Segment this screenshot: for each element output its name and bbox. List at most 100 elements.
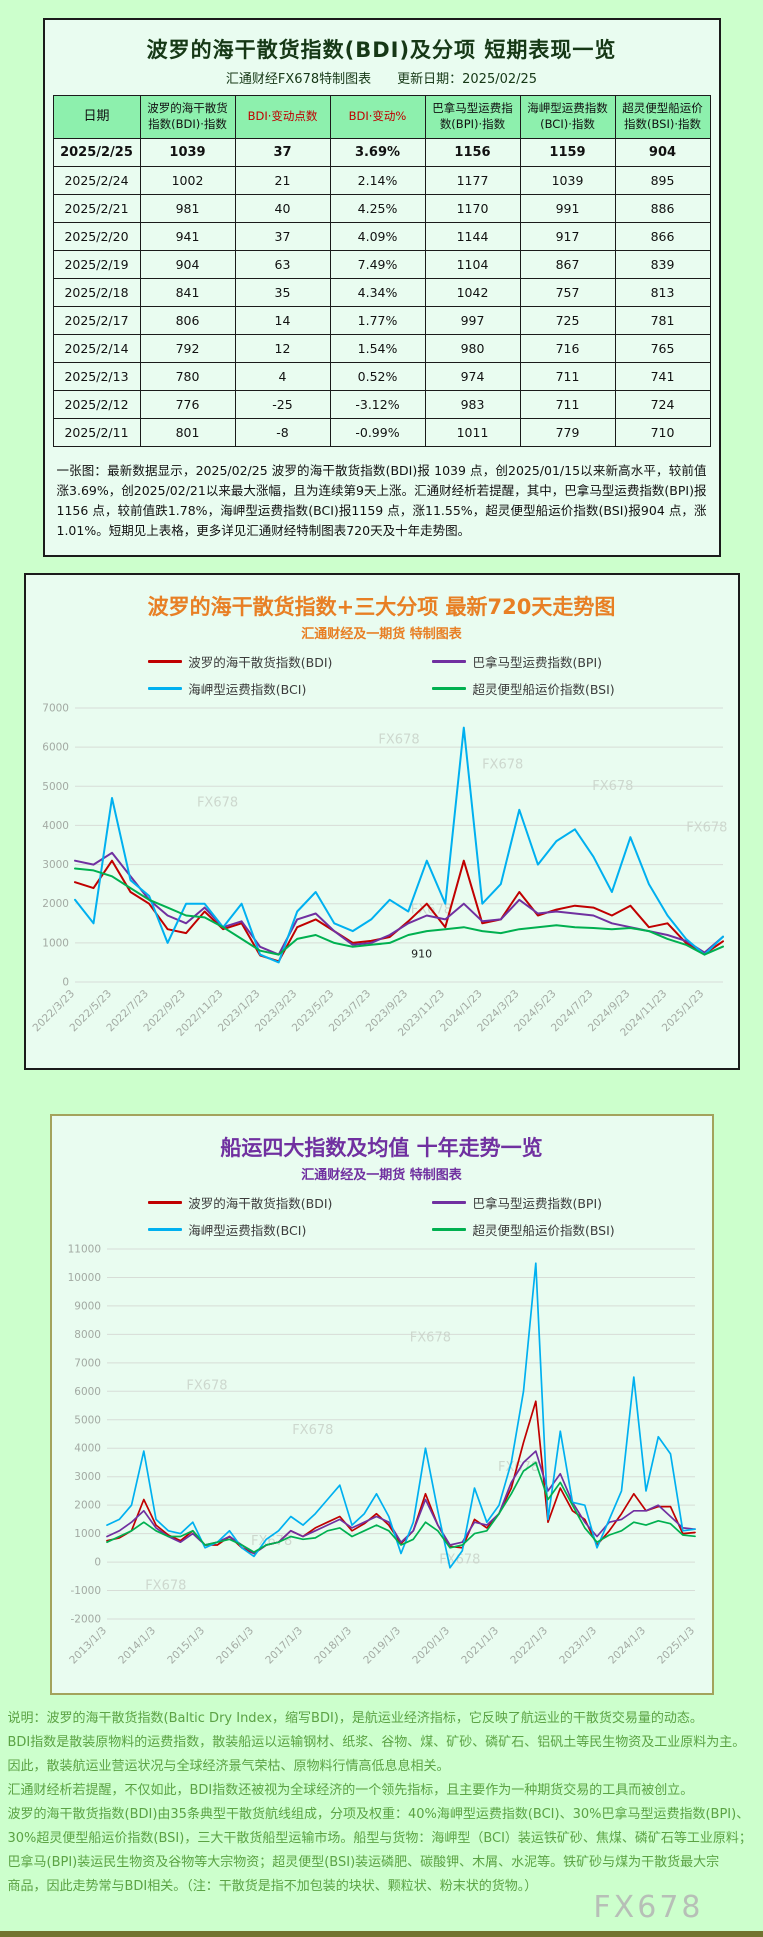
table-cell: 895 <box>614 166 711 195</box>
table-cell: 813 <box>614 278 711 307</box>
table-cell: 841 <box>139 278 236 307</box>
chart-10y-panel: 船运四大指数及均值 十年走势一览 汇通财经及一期货 特制图表 波罗的海干散货指数… <box>49 1114 714 1695</box>
legend-item: 超灵便型船运价指数(BSI) <box>432 1220 615 1239</box>
svg-text:FX678: FX678 <box>378 733 419 748</box>
chart-720d-plot: 010002000300040005000600070002022/3/2320… <box>30 703 727 1039</box>
table-cell: 716 <box>519 334 616 363</box>
svg-text:4000: 4000 <box>42 820 69 832</box>
svg-text:7000: 7000 <box>42 703 69 715</box>
svg-text:FX678: FX678 <box>409 1331 450 1346</box>
svg-text:2025/1/3: 2025/1/3 <box>655 1625 697 1667</box>
table-cell: 4.34% <box>329 278 426 307</box>
chart-10y-legend: 波罗的海干散货指数(BDI) 巴拿马型运费指数(BPI) 海岬型运费指数(BCI) 超… <box>148 1193 615 1239</box>
svg-text:FX678: FX678 <box>482 757 523 772</box>
table-cell: 904 <box>139 250 236 279</box>
svg-text:FX678: FX678 <box>145 1578 186 1593</box>
table-cell: 806 <box>139 306 236 335</box>
column-header: 海岬型运费指数 (BCI)·指数 <box>519 95 616 139</box>
table-cell: 839 <box>614 250 711 279</box>
svg-text:2022/1/3: 2022/1/3 <box>508 1625 550 1667</box>
table-cell: 765 <box>614 334 711 363</box>
footer-line: 因此，散装航运业营运状况与全球经济景气荣枯、原物料行情高低息息相关。 <box>7 1759 450 1775</box>
svg-text:4000: 4000 <box>74 1443 101 1455</box>
svg-text:2024/1/3: 2024/1/3 <box>606 1625 648 1667</box>
table-cell: 981 <box>139 194 236 223</box>
table-subtitle: 汇通财经FX678特制图表 更新日期：2025/02/25 <box>53 68 711 87</box>
table-cell: 1177 <box>424 166 521 195</box>
svg-text:6000: 6000 <box>74 1386 101 1398</box>
table-title: 波罗的海干散货指数(BDI)及分项 短期表现一览 <box>146 38 617 62</box>
table-cell: 1159 <box>519 138 616 167</box>
table-note: 一张图：最新数据显示，2025/02/25 波罗的海干散货指数(BDI)报 10… <box>56 463 707 538</box>
table-cell: 886 <box>614 194 711 223</box>
column-header: 超灵便型船运价 指数(BSI)·指数 <box>614 95 711 139</box>
table-cell: 37 <box>234 138 331 167</box>
table-cell: 1104 <box>424 250 521 279</box>
table-cell: -3.12% <box>329 390 426 419</box>
svg-text:-2000: -2000 <box>70 1614 101 1626</box>
svg-text:2000: 2000 <box>74 1500 101 1512</box>
table-cell: 741 <box>614 362 711 391</box>
table-cell: 866 <box>614 222 711 251</box>
legend-swatch <box>432 1228 467 1231</box>
table-cell: 1144 <box>424 222 521 251</box>
svg-text:FX678: FX678 <box>592 779 633 794</box>
footer-notes: 说明：波罗的海干散货指数(Baltic Dry Index，缩写BDI)，是航运… <box>8 1707 756 1925</box>
legend-swatch <box>432 1201 467 1204</box>
table-cell: 21 <box>234 166 331 195</box>
table-cell: 4 <box>234 362 331 391</box>
table-row: 2025/2/25 1039 37 3.69% 1156 1159 904 <box>52 138 711 167</box>
table-row: 2025/2/19 904 63 7.49% 1104 867 839 <box>52 250 711 279</box>
svg-text:2015/1/3: 2015/1/3 <box>165 1625 207 1667</box>
table-row: 2025/2/18 841 35 4.34% 1042 757 813 <box>52 278 711 307</box>
table-cell: 2025/2/14 <box>52 334 141 363</box>
svg-text:FX678: FX678 <box>292 1423 333 1438</box>
legend-swatch <box>148 660 183 663</box>
table-cell: 867 <box>519 250 616 279</box>
table-cell: 2025/2/13 <box>52 362 141 391</box>
table-cell: 941 <box>139 222 236 251</box>
legend-item: 波罗的海干散货指数(BDI) <box>148 652 332 671</box>
svg-text:2018/1/3: 2018/1/3 <box>312 1625 354 1667</box>
table-cell: 983 <box>424 390 521 419</box>
chart-10y-title: 船运四大指数及均值 十年走势一览 <box>220 1136 543 1160</box>
footer-line: 巴拿马(BPI)装运民生物资及谷物等大宗物资；超灵便型(BSI)装运磷肥、碳酸钾… <box>7 1855 720 1871</box>
table-cell: 711 <box>519 362 616 391</box>
table-cell: 974 <box>424 362 521 391</box>
table-cell: 725 <box>519 306 616 335</box>
svg-text:5000: 5000 <box>74 1414 101 1426</box>
table-cell: 2025/2/24 <box>52 166 141 195</box>
table-cell: 781 <box>614 306 711 335</box>
table-cell: 2025/2/12 <box>52 390 141 419</box>
table-cell: 1039 <box>519 166 616 195</box>
bdi-short-term-panel: 波罗的海干散货指数(BDI)及分项 短期表现一览 汇通财经FX678特制图表 更新… <box>42 18 721 557</box>
svg-text:2021/1/3: 2021/1/3 <box>459 1625 501 1667</box>
table-cell: 0.52% <box>329 362 426 391</box>
table-cell: 1170 <box>424 194 521 223</box>
table-cell: 904 <box>614 138 711 167</box>
svg-text:FX678: FX678 <box>196 796 237 811</box>
svg-text:3000: 3000 <box>74 1471 101 1483</box>
table-cell: 2025/2/11 <box>52 418 141 447</box>
svg-text:8000: 8000 <box>74 1329 101 1341</box>
svg-text:2019/1/3: 2019/1/3 <box>361 1625 403 1667</box>
column-header: 巴拿马型运费指 数(BPI)·指数 <box>424 95 521 139</box>
table-cell: 780 <box>139 362 236 391</box>
legend-item: 波罗的海干散货指数(BDI) <box>148 1193 332 1212</box>
footer-line: BDI指数是散装原物料的运费指数，散装船运以运输钢材、纸浆、谷物、煤、矿砂、磷矿… <box>7 1735 746 1751</box>
table-cell: 35 <box>234 278 331 307</box>
table-cell: 3.69% <box>329 138 426 167</box>
svg-text:5000: 5000 <box>42 781 69 793</box>
fx678-watermark: FX678 <box>593 1890 704 1926</box>
table-cell: -0.99% <box>329 418 426 447</box>
svg-text:0: 0 <box>94 1557 101 1569</box>
table-cell: 2.14% <box>329 166 426 195</box>
svg-text:2013/1/3: 2013/1/3 <box>67 1625 109 1667</box>
legend-item: 超灵便型船运价指数(BSI) <box>432 679 615 698</box>
table-row: 2025/2/20 941 37 4.09% 1144 917 866 <box>52 222 711 251</box>
table-cell: 12 <box>234 334 331 363</box>
table-cell: 1042 <box>424 278 521 307</box>
table-cell: 792 <box>139 334 236 363</box>
table-cell: 37 <box>234 222 331 251</box>
